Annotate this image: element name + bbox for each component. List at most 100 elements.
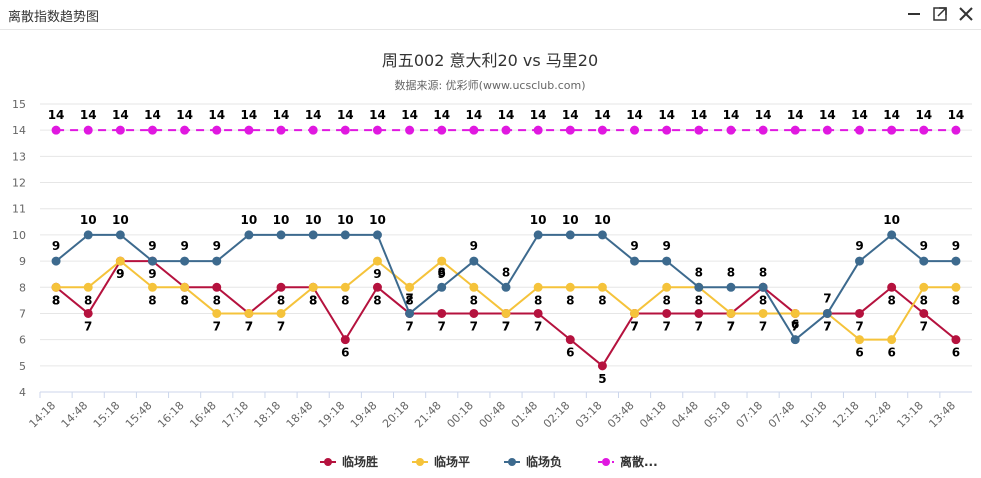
data-label: 14 (498, 108, 515, 122)
data-point (83, 125, 93, 135)
x-tick-label: 14:48 (59, 399, 91, 431)
data-label: 7 (405, 291, 413, 305)
data-point (501, 125, 511, 135)
data-label: 7 (405, 319, 413, 333)
data-label: 9 (630, 239, 638, 253)
data-label: 10 (530, 213, 547, 227)
data-point (597, 282, 607, 292)
data-point (469, 282, 479, 292)
data-label: 8 (887, 293, 895, 307)
x-tick-label: 03:18 (573, 399, 605, 431)
data-label: 10 (273, 213, 290, 227)
x-tick-label: 12:48 (862, 399, 894, 431)
data-point (630, 256, 640, 266)
data-label: 14 (787, 108, 804, 122)
data-point (372, 256, 382, 266)
series-layer (51, 125, 961, 371)
data-label: 14 (433, 108, 450, 122)
data-label: 7 (823, 319, 831, 333)
data-label: 8 (727, 265, 735, 279)
legend-item[interactable]: 临场负 (504, 454, 562, 469)
data-label: 14 (305, 108, 322, 122)
x-tick-label: 17:18 (219, 399, 251, 431)
x-tick-label: 07:18 (734, 399, 766, 431)
data-point (919, 308, 929, 318)
data-label: 8 (373, 293, 381, 307)
data-point (887, 125, 897, 135)
y-tick-label: 11 (12, 203, 26, 216)
data-point (630, 125, 640, 135)
data-label: 9 (116, 267, 124, 281)
legend-item[interactable]: 离散... (598, 454, 658, 469)
data-label: 14 (690, 108, 707, 122)
data-label: 9 (148, 267, 156, 281)
data-label: 9 (952, 239, 960, 253)
data-label: 8 (695, 265, 703, 279)
maximize-icon[interactable] (929, 3, 951, 25)
data-point (533, 230, 543, 240)
data-label: 8 (759, 265, 767, 279)
data-point (340, 125, 350, 135)
data-point (951, 125, 961, 135)
legend-item[interactable]: 临场胜 (320, 454, 378, 469)
data-label: 14 (369, 108, 386, 122)
data-point (276, 282, 286, 292)
data-label: 8 (277, 293, 285, 307)
y-tick-label: 4 (19, 386, 26, 399)
line-chart: 周五002 意大利20 vs 马里20 数据来源: 优彩师(www.ucsclu… (12, 51, 972, 469)
data-point (662, 282, 672, 292)
y-tick-label: 7 (19, 307, 26, 320)
data-label: 8 (52, 293, 60, 307)
data-point (694, 282, 704, 292)
legend-item[interactable]: 临场平 (412, 454, 470, 469)
data-label: 7 (727, 319, 735, 333)
data-label: 8 (470, 293, 478, 307)
x-tick-label: 13:48 (926, 399, 958, 431)
data-point (469, 125, 479, 135)
data-label: 14 (176, 108, 193, 122)
data-point (951, 256, 961, 266)
data-label: 8 (695, 293, 703, 307)
data-label: 14 (819, 108, 836, 122)
data-label: 14 (241, 108, 258, 122)
data-label: 8 (952, 293, 960, 307)
data-point (437, 125, 447, 135)
data-point (694, 308, 704, 318)
data-point (308, 282, 318, 292)
data-point (180, 282, 190, 292)
legend-swatch-marker (416, 458, 424, 466)
data-point (597, 361, 607, 371)
data-point (758, 308, 768, 318)
chart-title: 周五002 意大利20 vs 马里20 (382, 51, 598, 70)
data-point (501, 308, 511, 318)
y-tick-label: 9 (19, 255, 26, 268)
data-label: 14 (723, 108, 740, 122)
data-label: 8 (180, 293, 188, 307)
data-label: 7 (502, 319, 510, 333)
data-point (855, 308, 865, 318)
minimize-icon[interactable] (903, 3, 925, 25)
data-label: 14 (562, 108, 579, 122)
data-label: 8 (534, 293, 542, 307)
data-point (694, 125, 704, 135)
x-tick-label: 18:18 (252, 399, 284, 431)
data-label: 8 (84, 293, 92, 307)
x-tick-label: 10:18 (798, 399, 830, 431)
data-label: 14 (144, 108, 161, 122)
data-label: 9 (920, 239, 928, 253)
data-label: 8 (309, 293, 317, 307)
data-point (565, 230, 575, 240)
legend-label: 临场平 (434, 454, 470, 469)
data-point (758, 125, 768, 135)
data-label: 8 (502, 265, 510, 279)
data-label: 8 (341, 293, 349, 307)
data-point (51, 125, 61, 135)
legend: 临场胜 临场平 临场负 离散... (320, 454, 658, 469)
x-tick-label: 18:48 (284, 399, 316, 431)
x-tick-label: 12:18 (830, 399, 862, 431)
x-tick-label: 00:18 (444, 399, 476, 431)
data-point (758, 282, 768, 292)
close-icon[interactable] (955, 3, 977, 25)
legend-label: 离散... (620, 454, 658, 469)
data-point (565, 335, 575, 345)
